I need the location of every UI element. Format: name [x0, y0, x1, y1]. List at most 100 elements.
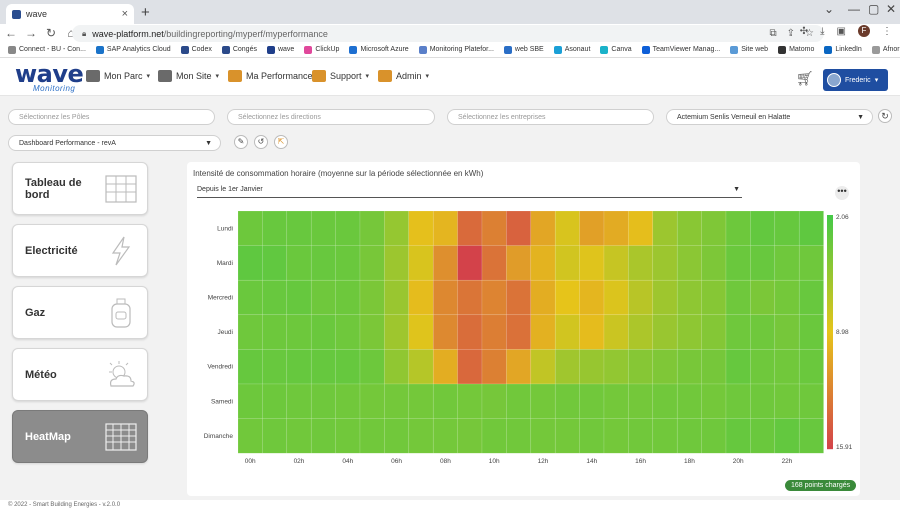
heatmap-cell[interactable]	[408, 245, 434, 281]
user-menu-button[interactable]: Frederic ▾	[823, 69, 888, 91]
bookmark-item[interactable]: Canva	[600, 45, 632, 54]
profile-avatar[interactable]: F	[858, 25, 870, 37]
sidebar-item-heatmap[interactable]: HeatMap	[12, 410, 148, 463]
heatmap-cell[interactable]	[335, 418, 361, 454]
heatmap-cell[interactable]	[676, 383, 702, 419]
heatmap-cell[interactable]	[628, 279, 654, 316]
heatmap-cell[interactable]	[335, 314, 361, 350]
heatmap-cell[interactable]	[701, 418, 727, 454]
heatmap-cell[interactable]	[676, 210, 702, 246]
heatmap-cell[interactable]	[774, 314, 800, 350]
menu-support[interactable]: Support ▾	[312, 70, 369, 82]
heatmap-cell[interactable]	[676, 418, 702, 454]
heatmap-cell[interactable]	[262, 349, 288, 385]
heatmap-cell[interactable]	[750, 383, 776, 419]
cart-icon[interactable]: 🛒︎	[796, 70, 814, 86]
maximize-icon[interactable]: ▢	[868, 2, 880, 16]
heatmap-cell[interactable]	[481, 418, 507, 454]
heatmap-cell[interactable]	[262, 383, 288, 419]
heatmap-cell[interactable]	[652, 314, 678, 350]
heatmap-cell[interactable]	[286, 383, 312, 419]
heatmap-cell[interactable]	[481, 349, 507, 385]
heatmap-cell[interactable]	[506, 210, 532, 246]
heatmap-cell[interactable]	[554, 418, 580, 454]
heatmap-cell[interactable]	[579, 245, 605, 281]
browser-menu-icon[interactable]: ⋮	[882, 25, 892, 37]
heatmap-cell[interactable]	[701, 245, 727, 281]
extensions-icon[interactable]: ✣	[799, 25, 809, 37]
heatmap-cell[interactable]	[310, 383, 336, 419]
heatmap-cell[interactable]	[554, 314, 580, 350]
heatmap-cell[interactable]	[628, 383, 654, 419]
heatmap-cell[interactable]	[310, 314, 336, 350]
heatmap-cell[interactable]	[628, 210, 654, 246]
heatmap-cell[interactable]	[554, 210, 580, 246]
heatmap-cell[interactable]	[774, 279, 800, 316]
heatmap-cell[interactable]	[506, 314, 532, 350]
heatmap-cell[interactable]	[335, 210, 361, 246]
heatmap-cell[interactable]	[750, 418, 776, 454]
heatmap-cell[interactable]	[481, 245, 507, 281]
heatmap-cell[interactable]	[481, 383, 507, 419]
heatmap-cell[interactable]	[750, 314, 776, 350]
heatmap-cell[interactable]	[237, 279, 263, 316]
poles-select[interactable]: Sélectionnez les Pôles	[8, 109, 215, 125]
heatmap-cell[interactable]	[530, 349, 556, 385]
heatmap-cell[interactable]	[408, 314, 434, 350]
heatmap-cell[interactable]	[750, 279, 776, 316]
heatmap-cell[interactable]	[506, 349, 532, 385]
heatmap-cell[interactable]	[432, 314, 458, 350]
heatmap-cell[interactable]	[262, 279, 288, 316]
bookmark-item[interactable]: ClickUp	[304, 45, 339, 54]
bookmark-item[interactable]: Monitoring Platefor...	[418, 45, 494, 54]
heatmap-cell[interactable]	[359, 314, 385, 350]
heatmap-cell[interactable]	[603, 349, 629, 385]
heatmap-cell[interactable]	[457, 210, 483, 246]
heatmap-cell[interactable]	[237, 418, 263, 454]
heatmap-cell[interactable]	[798, 279, 824, 316]
heatmap-cell[interactable]	[432, 210, 458, 246]
sidebar-item-gaz[interactable]: Gaz	[12, 286, 148, 339]
heatmap-cell[interactable]	[652, 383, 678, 419]
heatmap-cell[interactable]	[359, 210, 385, 246]
heatmap-cell[interactable]	[262, 210, 288, 246]
reload-icon[interactable]: ↻	[45, 26, 57, 40]
heatmap-cell[interactable]	[286, 349, 312, 385]
bookmark-item[interactable]: Site web	[730, 45, 768, 54]
heatmap-cell[interactable]	[384, 245, 410, 281]
heatmap-cell[interactable]	[335, 349, 361, 385]
heatmap-cell[interactable]	[384, 383, 410, 419]
heatmap-cell[interactable]	[798, 383, 824, 419]
heatmap-cell[interactable]	[262, 418, 288, 454]
heatmap-cell[interactable]	[774, 210, 800, 246]
heatmap-cell[interactable]	[408, 418, 434, 454]
bookmark-item[interactable]: Matomo	[778, 45, 814, 54]
heatmap-cell[interactable]	[408, 210, 434, 246]
wave-logo[interactable]: wave Monitoring	[15, 62, 84, 93]
heatmap-cell[interactable]	[310, 279, 336, 316]
heatmap-cell[interactable]	[408, 279, 434, 316]
heatmap-cell[interactable]	[530, 210, 556, 246]
open-external-icon[interactable]: ⧉	[769, 28, 777, 39]
heatmap-cell[interactable]	[579, 314, 605, 350]
heatmap-cell[interactable]	[481, 314, 507, 350]
heatmap-cell[interactable]	[603, 383, 629, 419]
heatmap-cell[interactable]	[530, 383, 556, 419]
star-icon[interactable]: ☆	[805, 28, 814, 39]
heatmap-cell[interactable]	[554, 349, 580, 385]
heatmap-cell[interactable]	[725, 418, 751, 454]
bookmark-item[interactable]: wave	[266, 45, 294, 54]
heatmap-cell[interactable]	[579, 349, 605, 385]
heatmap-cell[interactable]	[457, 349, 483, 385]
heatmap-cell[interactable]	[237, 210, 263, 246]
heatmap-cell[interactable]	[603, 314, 629, 350]
chevron-down-icon[interactable]: ⌄	[824, 2, 835, 16]
address-bar[interactable]: 🔒︎ wave-platform.net/buildingreporting/m…	[72, 25, 824, 42]
sidepanel-icon[interactable]: ▣	[836, 25, 846, 37]
heatmap-cell[interactable]	[579, 383, 605, 419]
heatmap-cell[interactable]	[628, 418, 654, 454]
browser-tab[interactable]: wave ×	[6, 4, 134, 24]
more-options-icon[interactable]: •••	[835, 186, 849, 200]
heatmap-cell[interactable]	[603, 279, 629, 316]
bookmark-item[interactable]: web SBE	[503, 45, 544, 54]
